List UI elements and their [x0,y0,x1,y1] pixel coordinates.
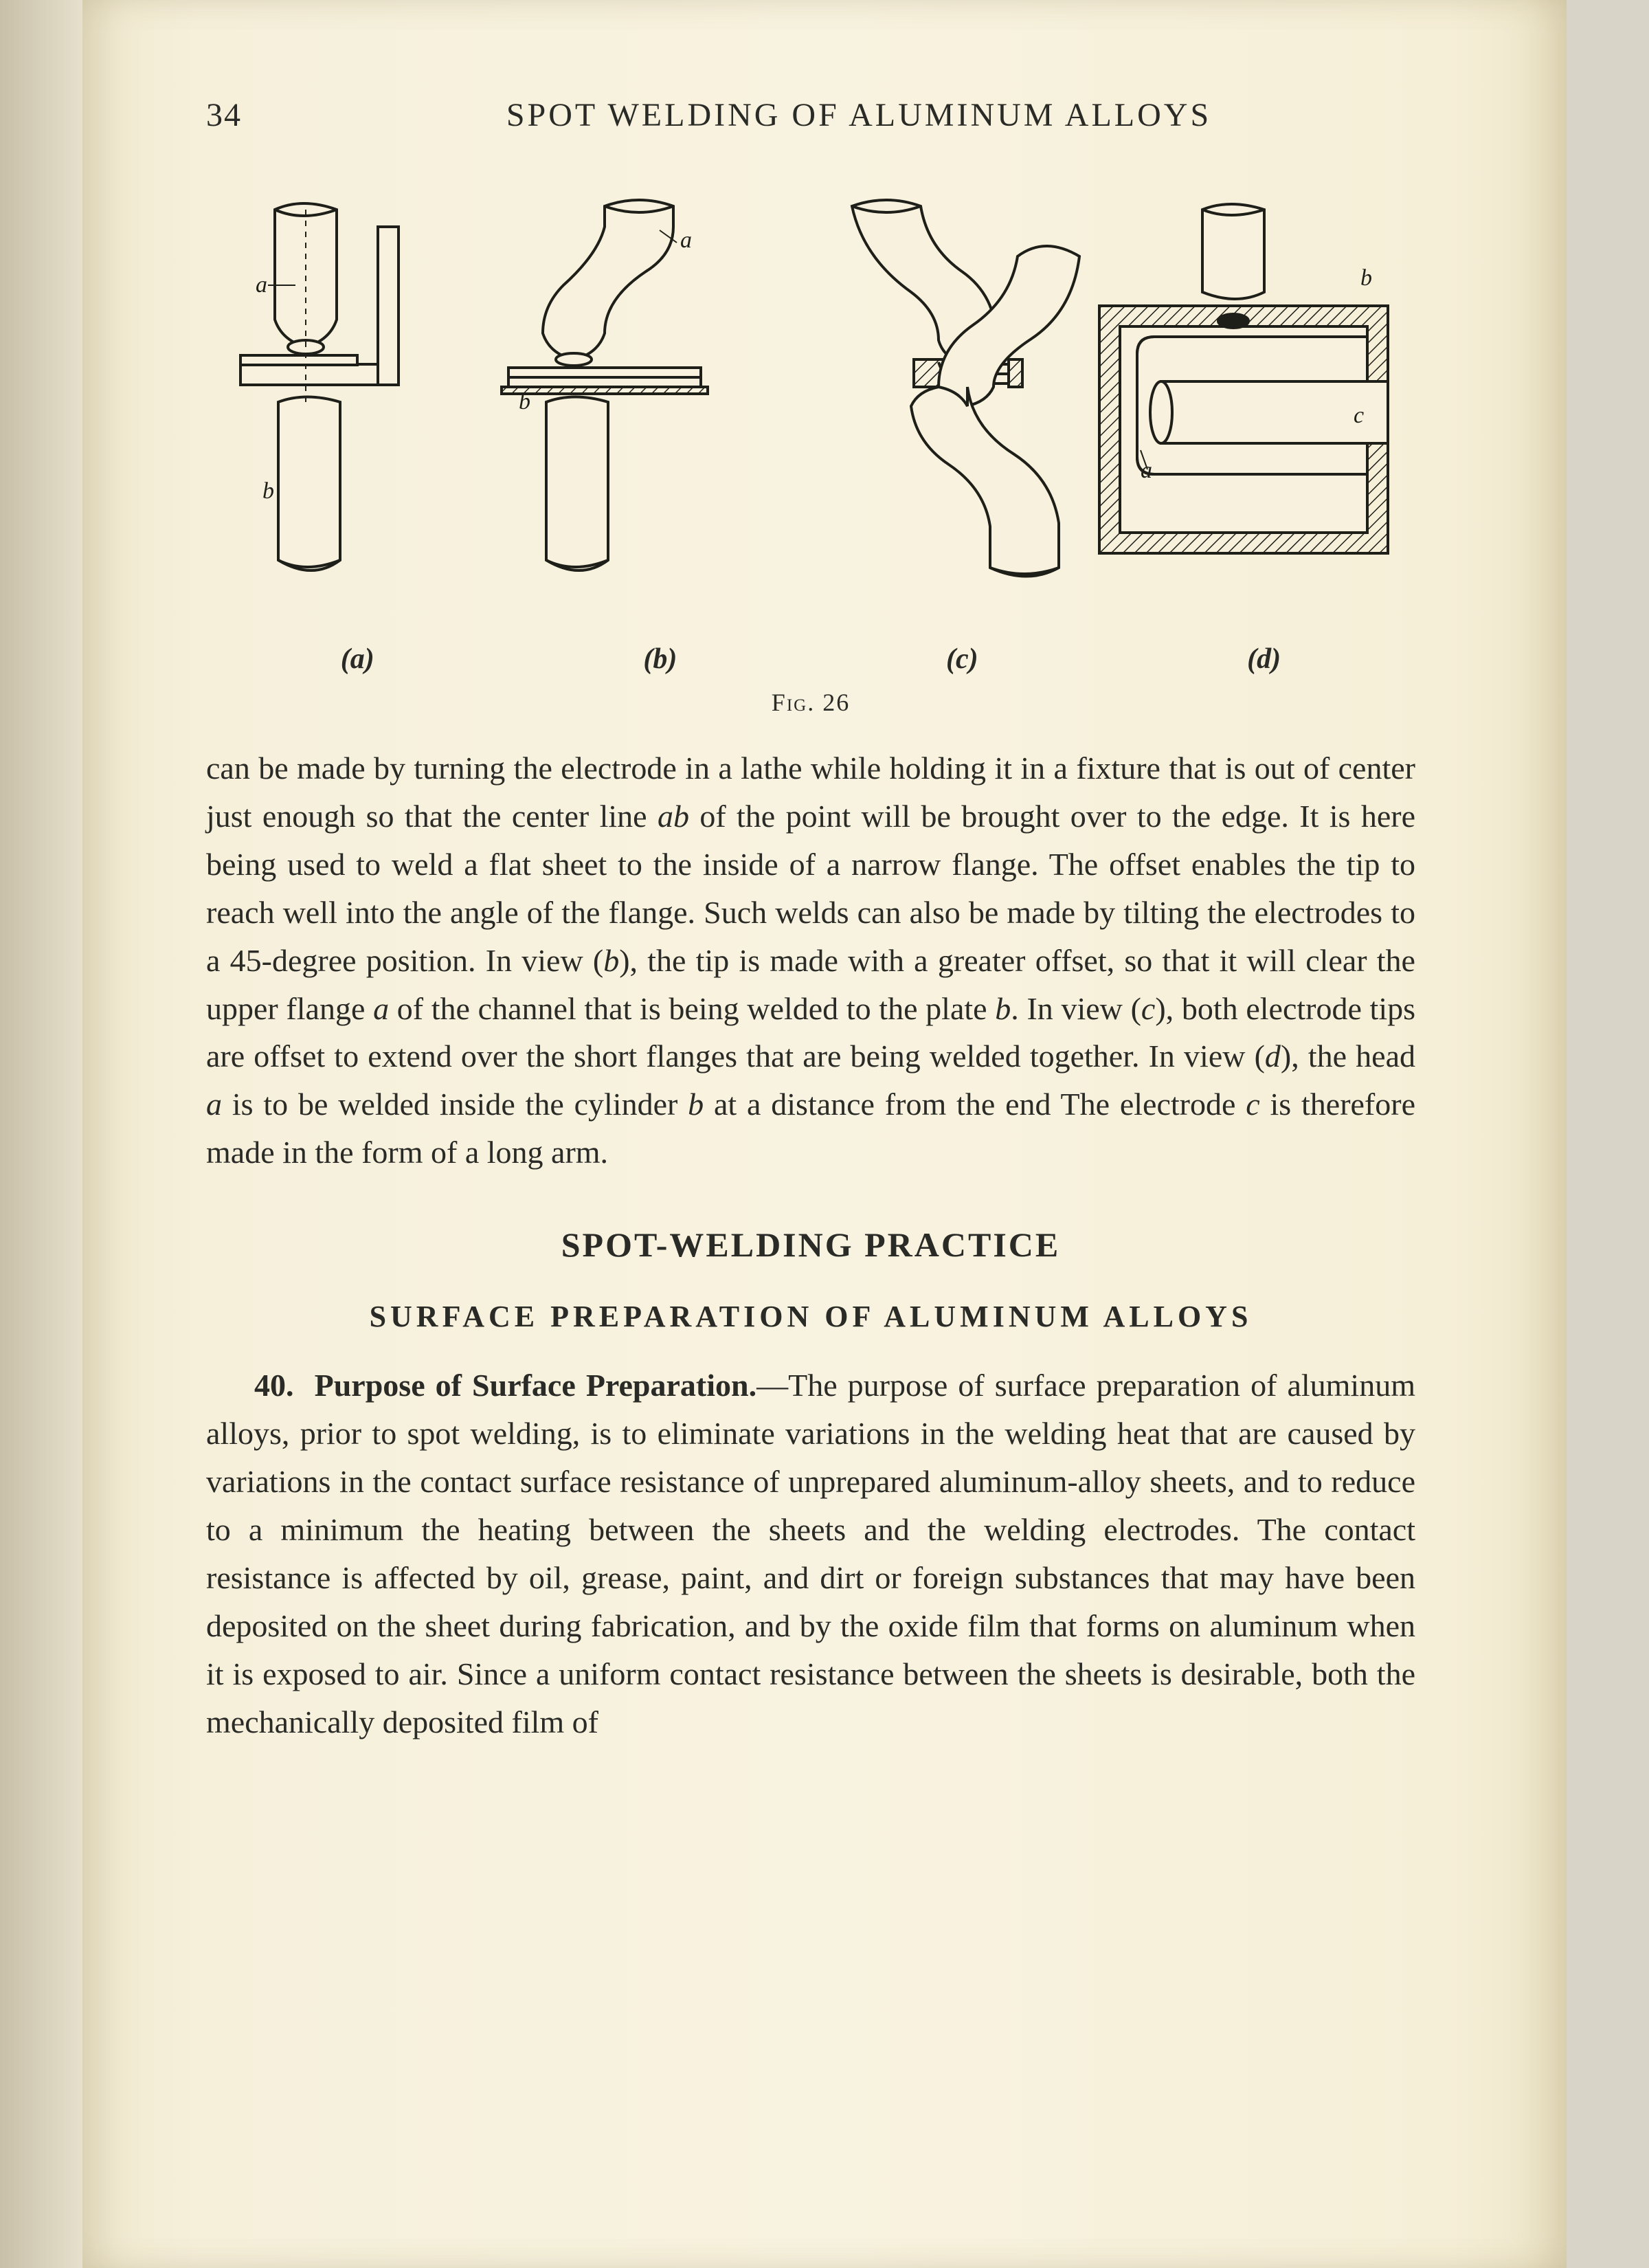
label-c: c [1354,403,1364,428]
para40-title: Purpose of Surface Preparation. [315,1368,757,1403]
sublabel-d: (d) [1247,643,1281,676]
label-b: b [519,389,530,414]
para40-number: 40. [254,1368,294,1403]
fig-a: a b [240,203,399,570]
sublabel-c: (c) [946,643,978,676]
running-title: SPOT WELDING OF ALUMINUM ALLOYS [302,96,1415,134]
book-page: 34 SPOT WELDING OF ALUMINUM ALLOYS [82,0,1567,2268]
label-b: b [1360,265,1372,291]
fig-c [852,200,1079,577]
page-number: 34 [206,96,261,134]
sublabel-b: (b) [643,643,677,676]
running-head: 34 SPOT WELDING OF ALUMINUM ALLOYS [206,96,1415,134]
fig-b: a b [502,200,708,570]
figure-sublabels: (a) (b) (c) (d) [206,643,1415,676]
section-title: SPOT-WELDING PRACTICE [206,1225,1415,1265]
label-a: a [256,272,267,298]
fig-number: 26 [822,689,850,716]
fig-word: Fig. [772,689,815,716]
figure-26: a b a [206,182,1415,636]
label-b: b [262,478,274,504]
book-spine [0,0,82,2268]
label-a: a [1141,458,1152,483]
figure-svg: a b a [206,182,1415,636]
para40-body: The purpose of surface preparation of al… [206,1368,1415,1739]
paragraph-40: 40. Purpose of Surface Preparation.—The … [206,1361,1415,1746]
subsection-title: SURFACE PREPARATION OF ALUMINUM ALLOYS [206,1299,1415,1334]
label-a: a [680,227,692,253]
text-block: 34 SPOT WELDING OF ALUMINUM ALLOYS [206,96,1415,2172]
paragraph-continuation: can be made by turning the electrode in … [206,744,1415,1177]
para40-dash: — [756,1368,788,1403]
fig-d: b a c [1099,204,1388,553]
figure-caption: Fig. 26 [206,688,1415,717]
sublabel-a: (a) [341,643,374,676]
